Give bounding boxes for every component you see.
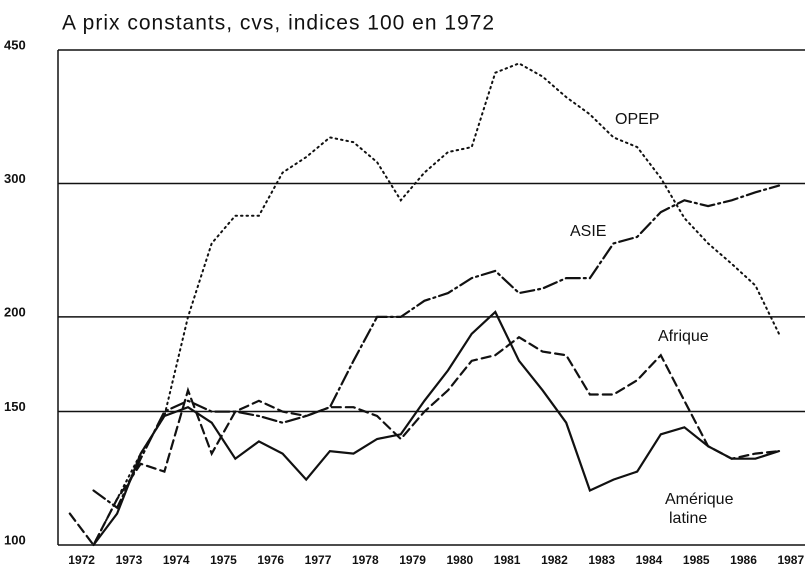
x-tick-label: 1981 xyxy=(494,553,521,567)
series-label: Afrique xyxy=(658,328,709,345)
x-tick-label: 1985 xyxy=(683,553,710,567)
series-line xyxy=(92,184,781,510)
x-tick-label: 1987 xyxy=(777,553,804,567)
x-tick-label: 1976 xyxy=(257,553,284,567)
x-tick-label: 1982 xyxy=(541,553,568,567)
x-tick-label: 1986 xyxy=(730,553,757,567)
series-label: OPEP xyxy=(615,111,659,128)
x-tick-label: 1973 xyxy=(116,553,143,567)
y-tick-label: 450 xyxy=(4,37,26,52)
chart-title: A prix constants, cvs, indices 100 en 19… xyxy=(62,12,495,35)
series-line xyxy=(68,335,781,548)
x-tick-label: 1978 xyxy=(352,553,379,567)
series-label: ASIE xyxy=(570,223,606,240)
x-tick-label: 1977 xyxy=(305,553,332,567)
x-tick-label: 1980 xyxy=(447,553,474,567)
y-tick-label: 200 xyxy=(4,304,26,319)
series-line xyxy=(92,310,781,547)
x-tick-label: 1972 xyxy=(68,553,95,567)
series-line xyxy=(92,62,780,546)
x-tick-label: 1979 xyxy=(399,553,426,567)
x-tick-label: 1974 xyxy=(163,553,190,567)
y-tick-label: 150 xyxy=(4,399,26,414)
x-tick-label: 1984 xyxy=(636,553,663,567)
x-tick-label: 1975 xyxy=(210,553,237,567)
x-tick-label: 1983 xyxy=(588,553,615,567)
y-tick-label: 100 xyxy=(4,532,26,547)
series-label: Amérique latine xyxy=(665,491,734,527)
y-tick-label: 300 xyxy=(4,171,26,186)
